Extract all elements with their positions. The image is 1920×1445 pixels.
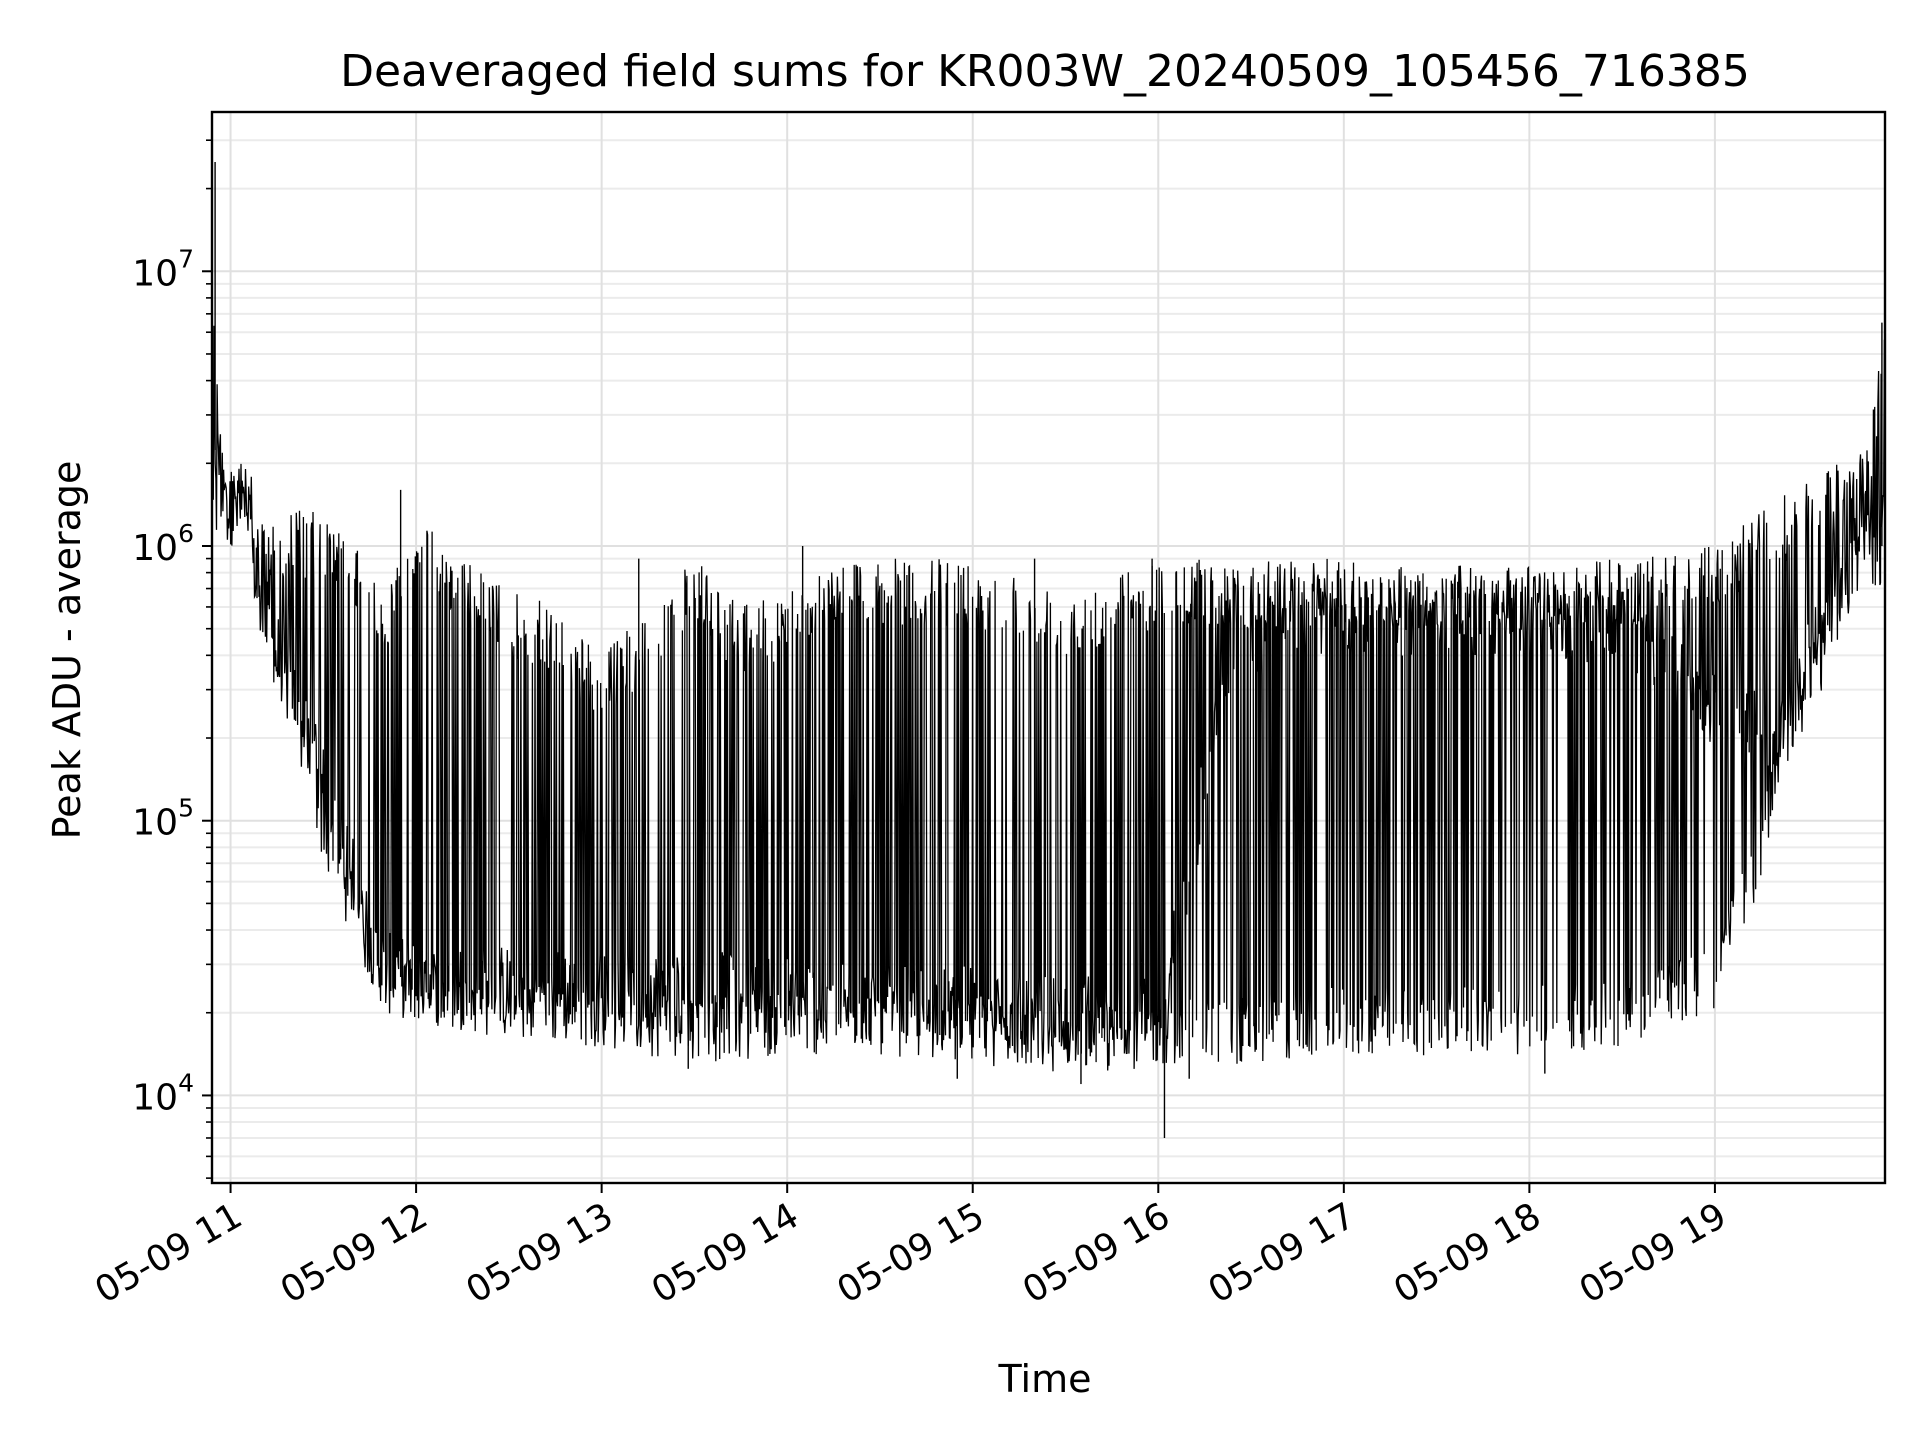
x-axis-label: Time [998, 1357, 1092, 1401]
plot-frame [210, 110, 1887, 1185]
chart-title: Deaveraged field sums for KR003W_2024050… [340, 46, 1750, 97]
y-tick-label-base: 10 [132, 253, 178, 294]
series-line [211, 325, 1886, 1072]
y-tick-label: 106 [132, 519, 194, 569]
y-tick-label: 105 [132, 794, 194, 844]
y-tick-label: 104 [132, 1068, 194, 1118]
y-axis-label: Peak ADU - average [45, 461, 89, 840]
y-tick-label-base: 10 [132, 528, 178, 569]
y-tick-label-exponent: 5 [178, 794, 194, 823]
y-tick-label-base: 10 [132, 803, 178, 844]
y-tick-label-base: 10 [132, 1077, 178, 1118]
y-tick-label-exponent: 7 [178, 244, 194, 273]
y-tick-label-exponent: 6 [178, 519, 194, 548]
y-tick-label: 107 [132, 244, 194, 294]
y-tick-label-exponent: 4 [178, 1068, 194, 1097]
series-layer [211, 161, 1886, 1138]
